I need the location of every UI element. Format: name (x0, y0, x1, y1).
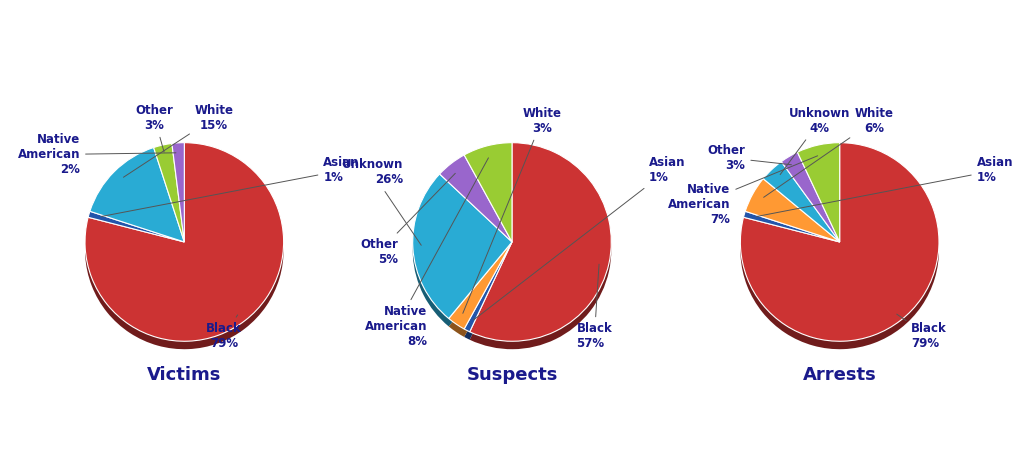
Wedge shape (798, 151, 840, 250)
Wedge shape (439, 155, 512, 242)
Wedge shape (763, 170, 840, 250)
Wedge shape (449, 242, 512, 329)
Wedge shape (470, 143, 611, 341)
Wedge shape (85, 151, 284, 349)
Wedge shape (154, 144, 184, 242)
Wedge shape (154, 151, 184, 250)
Text: Arrests: Arrests (803, 366, 877, 384)
Wedge shape (464, 151, 512, 250)
Wedge shape (743, 211, 840, 242)
Text: Black
79%: Black 79% (897, 314, 947, 350)
Text: White
15%: White 15% (124, 104, 233, 177)
Wedge shape (85, 143, 284, 341)
Text: Victims: Victims (147, 366, 221, 384)
Wedge shape (743, 219, 840, 250)
Text: Black
57%: Black 57% (577, 264, 612, 350)
Text: Other
5%: Other 5% (359, 173, 456, 266)
Text: White
3%: White 3% (463, 107, 561, 313)
Wedge shape (798, 143, 840, 242)
Wedge shape (781, 160, 840, 250)
Wedge shape (464, 250, 512, 340)
Wedge shape (413, 174, 512, 319)
Text: Asian
1%: Asian 1% (101, 156, 359, 217)
Wedge shape (464, 242, 512, 332)
Text: Other
3%: Other 3% (135, 104, 173, 152)
Text: Other
3%: Other 3% (708, 144, 792, 172)
Text: Native
American
2%: Native American 2% (17, 133, 176, 176)
Wedge shape (88, 219, 184, 250)
Wedge shape (172, 151, 184, 250)
Wedge shape (90, 147, 184, 242)
Wedge shape (740, 151, 939, 349)
Text: White
6%: White 6% (764, 107, 894, 197)
Wedge shape (781, 152, 840, 242)
Wedge shape (740, 143, 939, 341)
Text: Native
American
7%: Native American 7% (668, 156, 817, 226)
Wedge shape (449, 250, 512, 337)
Wedge shape (470, 151, 611, 349)
Wedge shape (439, 163, 512, 250)
Wedge shape (464, 143, 512, 242)
Text: Asian
1%: Asian 1% (474, 156, 685, 320)
Text: Unknown
26%: Unknown 26% (341, 158, 421, 245)
Text: Suspects: Suspects (466, 366, 558, 384)
Text: Native
American
8%: Native American 8% (366, 158, 488, 348)
Text: Black
79%: Black 79% (206, 315, 242, 350)
Wedge shape (90, 155, 184, 250)
Wedge shape (745, 179, 840, 242)
Wedge shape (172, 143, 184, 242)
Text: Asian
1%: Asian 1% (757, 156, 1013, 217)
Wedge shape (413, 182, 512, 327)
Text: Unknown
4%: Unknown 4% (780, 107, 851, 174)
Wedge shape (745, 187, 840, 250)
Wedge shape (763, 162, 840, 242)
Wedge shape (88, 211, 184, 242)
